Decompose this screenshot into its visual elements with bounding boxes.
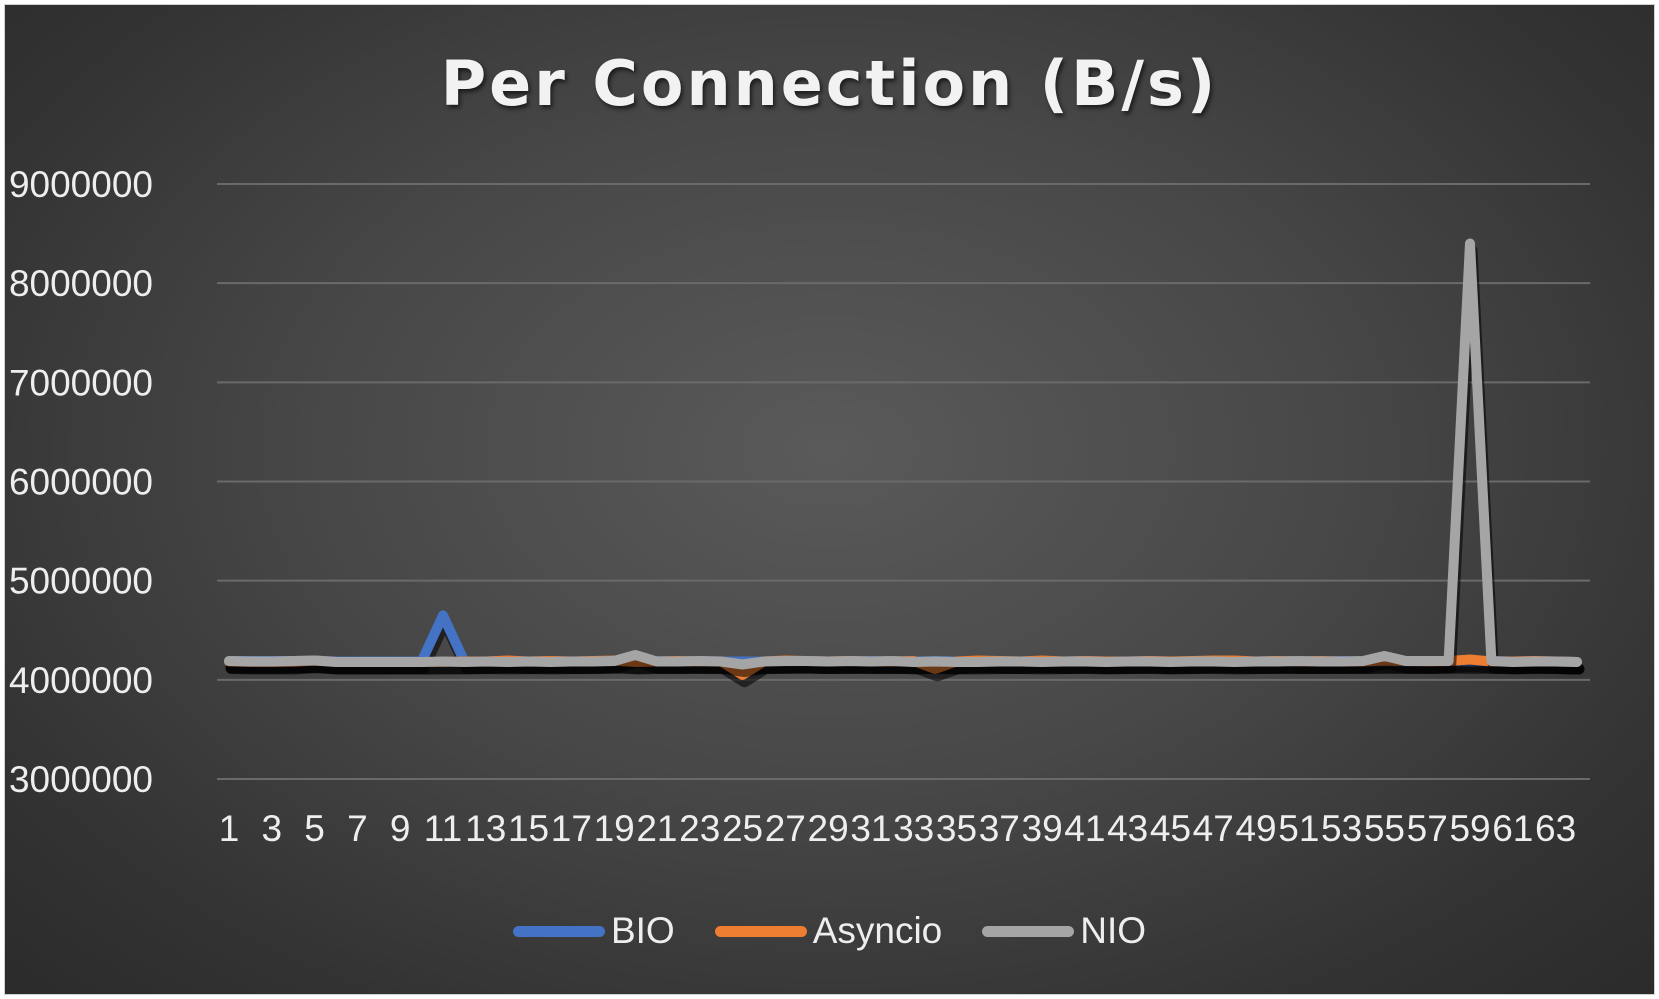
x-tick-label: 39 — [1022, 808, 1063, 849]
chart-title: Per Connection (B/s) — [440, 47, 1219, 120]
x-tick-label: 43 — [1107, 808, 1148, 849]
chart-frame: Per Connection (B/s) 3000000 4000000 50000… — [4, 4, 1655, 995]
legend-label: BIO — [610, 910, 675, 951]
legend: BIO Asyncio NIO — [5, 910, 1654, 952]
x-tick-label: 17 — [551, 808, 592, 849]
x-tick-label: 29 — [808, 808, 849, 849]
x-tick-label: 23 — [679, 808, 720, 849]
y-tick-label: 9000000 — [9, 164, 153, 205]
x-tick-label: 33 — [893, 808, 934, 849]
x-tick-label: 5 — [304, 808, 325, 849]
y-axis-ticks: 3000000 4000000 5000000 6000000 7000000 80000… — [9, 164, 153, 800]
x-tick-label: 57 — [1407, 808, 1448, 849]
x-tick-label: 7 — [347, 808, 368, 849]
y-tick-label: 4000000 — [9, 660, 153, 701]
x-tick-label: 41 — [1064, 808, 1105, 849]
legend-swatch — [982, 925, 1075, 937]
x-tick-label: 3 — [262, 808, 283, 849]
x-tick-label: 51 — [1278, 808, 1319, 849]
legend-item-bio: BIO — [512, 910, 675, 952]
x-tick-label: 25 — [722, 808, 763, 849]
x-tick-label: 31 — [850, 808, 891, 849]
x-tick-label: 59 — [1449, 808, 1490, 849]
x-tick-label: 15 — [508, 808, 549, 849]
x-tick-label: 1 — [219, 808, 240, 849]
x-tick-label: 53 — [1321, 808, 1362, 849]
legend-swatch — [512, 925, 605, 937]
legend-label: NIO — [1080, 910, 1147, 951]
x-tick-label: 49 — [1235, 808, 1276, 849]
x-tick-label: 45 — [1150, 808, 1191, 849]
x-tick-label: 21 — [636, 808, 677, 849]
plot-area: 3000000 4000000 5000000 6000000 7000000 80000… — [9, 164, 1590, 849]
y-tick-label: 8000000 — [9, 263, 153, 304]
x-tick-label: 35 — [936, 808, 977, 849]
x-tick-label: 47 — [1193, 808, 1234, 849]
series-line-nio — [224, 238, 1582, 670]
legend-item-asyncio: Asyncio — [714, 910, 943, 952]
y-tick-label: 5000000 — [9, 561, 153, 602]
x-tick-label: 19 — [594, 808, 635, 849]
legend-item-nio: NIO — [982, 910, 1146, 952]
series-shadow-nio — [225, 245, 1585, 677]
x-tick-label: 63 — [1535, 808, 1576, 849]
x-tick-label: 11 — [424, 808, 462, 849]
y-tick-label: 3000000 — [9, 759, 153, 800]
gridlines — [217, 183, 1590, 780]
x-tick-label: 55 — [1364, 808, 1405, 849]
x-tick-label: 37 — [979, 808, 1020, 849]
legend-swatch — [714, 925, 807, 937]
series-lines — [224, 238, 1585, 688]
x-axis-ticks: 1 3 5 7 9 11 13 15 17 19 21 23 25 27 29 31 33 35 37 39 41 43 4… — [219, 808, 1576, 849]
x-tick-label: 9 — [390, 808, 411, 849]
x-tick-label: 27 — [765, 808, 806, 849]
x-tick-label: 61 — [1492, 808, 1533, 849]
x-tick-label: 13 — [465, 808, 506, 849]
y-tick-label: 6000000 — [9, 462, 153, 503]
y-tick-label: 7000000 — [9, 362, 153, 403]
legend-label: Asyncio — [812, 910, 943, 951]
